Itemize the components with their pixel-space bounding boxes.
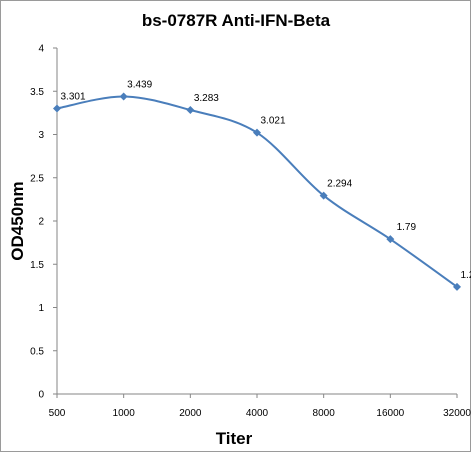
y-axis-title: OD450nm <box>8 181 27 260</box>
x-tick-label: 16000 <box>376 408 404 419</box>
x-tick-label: 8000 <box>313 408 336 419</box>
x-tick-label: 2000 <box>179 408 202 419</box>
data-point <box>253 128 261 137</box>
x-tick-label: 4000 <box>246 408 269 419</box>
data-point <box>386 235 395 244</box>
y-tick-label: 1.5 <box>30 260 44 271</box>
data-label: 2.294 <box>327 179 352 190</box>
data-point <box>453 282 461 291</box>
data-label: 3.439 <box>127 80 152 91</box>
data-markers <box>53 92 461 291</box>
y-tick-label: 4 <box>38 44 44 55</box>
data-label: 3.021 <box>260 116 285 127</box>
y-tick-label: 0 <box>38 390 44 401</box>
y-tick-label: 3 <box>38 130 44 141</box>
series-line <box>56 95 458 288</box>
x-tick-label: 500 <box>49 408 66 419</box>
y-tick-label: 1 <box>38 303 44 314</box>
data-label: 3.301 <box>60 91 85 102</box>
y-tick-label: 2 <box>38 217 44 228</box>
x-axis-title: Titer <box>216 429 253 448</box>
data-label: 3.283 <box>194 93 219 104</box>
data-label: 1.79 <box>397 222 417 233</box>
data-point <box>119 92 128 101</box>
data-label: 1.239 <box>460 270 471 281</box>
data-labels: 3.301 3.439 3.283 3.021 2.294 1.79 1.239 <box>60 80 471 281</box>
x-tick-label: 1000 <box>113 408 136 419</box>
x-tick-labels: 500 1000 2000 4000 8000 16000 32000 <box>49 408 471 419</box>
data-point <box>186 106 195 115</box>
y-tick-labels: 0 0.5 1 1.5 2 2.5 3 3.5 4 <box>30 44 44 401</box>
y-tick-label: 0.5 <box>30 346 44 357</box>
y-tick-label: 2.5 <box>30 173 44 184</box>
x-tick-label: 32000 <box>443 408 471 419</box>
data-point <box>53 104 61 113</box>
data-point <box>319 191 328 200</box>
chart-title: bs-0787R Anti-IFN-Beta <box>142 11 331 30</box>
y-tick-label: 3.5 <box>30 87 44 98</box>
